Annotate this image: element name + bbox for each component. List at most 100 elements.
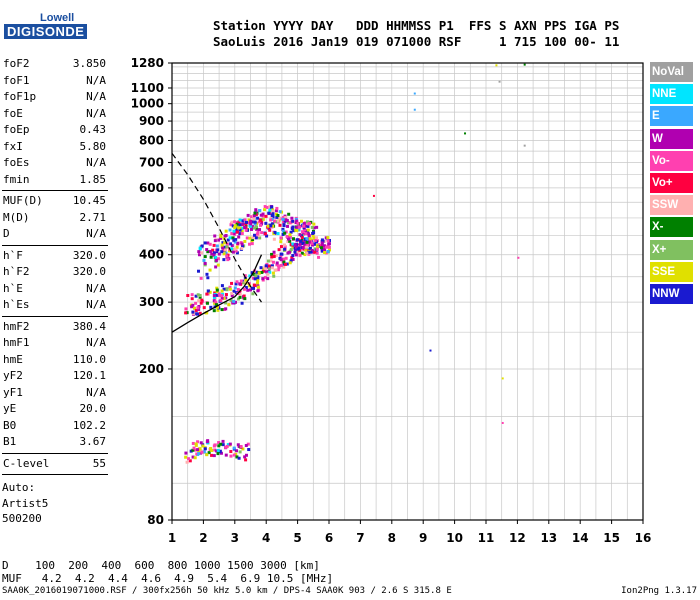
echo-point: [279, 252, 283, 256]
echo-point: [233, 220, 237, 224]
echo-point: [228, 236, 232, 240]
echo-point: [274, 209, 278, 213]
echo-point: [250, 271, 254, 275]
echo-point: [272, 274, 276, 278]
param-row: C-level 55: [2, 456, 108, 473]
echo-point: [264, 264, 268, 268]
param-row: fmin 1.85: [2, 172, 108, 189]
echo-point: [224, 229, 228, 233]
echo-point: [259, 218, 263, 222]
echo-point: [313, 239, 317, 243]
echo-point: [256, 277, 260, 281]
echo-point: [289, 259, 293, 263]
x-tick-label: 1: [168, 531, 176, 545]
echo-point: [224, 301, 228, 305]
echo-point: [282, 257, 286, 261]
echo-point: [276, 264, 280, 268]
echo-point: [272, 237, 276, 241]
echo-point: [296, 249, 300, 253]
y-tick-label: 1000: [131, 97, 164, 111]
param-value: 3.67: [79, 435, 107, 448]
echo-point: [298, 244, 302, 248]
echo-point: [212, 253, 216, 257]
param-value: 20.0: [79, 402, 107, 415]
echo-point: [279, 240, 283, 244]
echo-point: [203, 255, 207, 259]
echo-point: [284, 230, 288, 234]
x-tick-label: 9: [419, 531, 427, 545]
param-row: foF1 N/A: [2, 73, 108, 90]
echo-point: [233, 247, 237, 251]
echo-point: [250, 215, 254, 219]
legend-item-nnw: NNW: [650, 283, 693, 304]
echo-point: [214, 265, 218, 269]
echo-point: [305, 244, 309, 248]
echo-point: [246, 442, 250, 446]
isolated-echo: [429, 349, 432, 352]
echo-point: [285, 219, 289, 223]
echo-point: [203, 241, 207, 245]
echo-point: [239, 445, 243, 449]
param-value: N/A: [86, 336, 106, 349]
legend-item-noval: NoVal: [650, 62, 693, 82]
echo-point: [288, 250, 292, 254]
x-tick-label: 10: [446, 531, 463, 545]
param-row: yF2 120.1: [2, 368, 108, 385]
echo-point: [256, 282, 260, 286]
echo-point: [230, 244, 234, 248]
echo-point: [240, 226, 244, 230]
isolated-echo: [413, 92, 416, 95]
echo-point: [235, 227, 239, 231]
echo-point: [217, 238, 221, 242]
echo-point: [285, 235, 289, 239]
param-name: hmF2: [3, 319, 30, 333]
echo-point: [189, 449, 193, 453]
echo-point: [290, 216, 294, 220]
echo-point: [263, 275, 267, 279]
echo-point: [311, 231, 315, 235]
echo-point: [296, 221, 300, 225]
echo-point: [301, 242, 305, 246]
param-value: 55: [92, 456, 106, 470]
echo-point: [247, 218, 251, 222]
echo-point: [252, 283, 256, 287]
echo-point: [275, 206, 279, 210]
echo-point: [302, 239, 306, 243]
echo-point: [302, 232, 306, 236]
echo-point: [199, 449, 203, 453]
echo-point: [219, 442, 223, 446]
echo-point: [261, 217, 265, 221]
echo-point: [237, 220, 241, 224]
echo-point: [295, 225, 299, 229]
echo-point: [184, 307, 188, 311]
echo-point: [212, 295, 216, 299]
param-separator: [2, 474, 108, 475]
param-name: B1: [3, 435, 17, 448]
param-row: foE N/A: [2, 106, 108, 123]
echo-point: [256, 275, 260, 279]
auto-label: Auto:: [2, 481, 36, 494]
echo-point: [301, 245, 305, 249]
echo-point: [263, 208, 267, 212]
echo-point: [244, 286, 248, 290]
echo-point: [229, 298, 233, 302]
echo-point: [248, 242, 252, 246]
echo-point: [274, 253, 278, 257]
echo-point: [248, 224, 252, 228]
echo-point: [214, 258, 218, 262]
y-tick-label: 80: [147, 513, 164, 527]
echo-point: [220, 296, 224, 300]
echo-point: [226, 443, 230, 447]
echo-point: [238, 232, 242, 236]
echo-point: [237, 226, 241, 230]
echo-point: [258, 209, 262, 213]
echo-point: [279, 263, 283, 267]
param-row: hmF2 380.4: [2, 319, 108, 336]
echo-point: [289, 247, 293, 251]
echo-point: [235, 449, 239, 453]
echo-point: [276, 214, 280, 218]
echo-point: [288, 233, 292, 237]
echo-point: [208, 268, 212, 272]
echo-point: [212, 251, 216, 255]
param-name: foF1: [3, 73, 30, 87]
